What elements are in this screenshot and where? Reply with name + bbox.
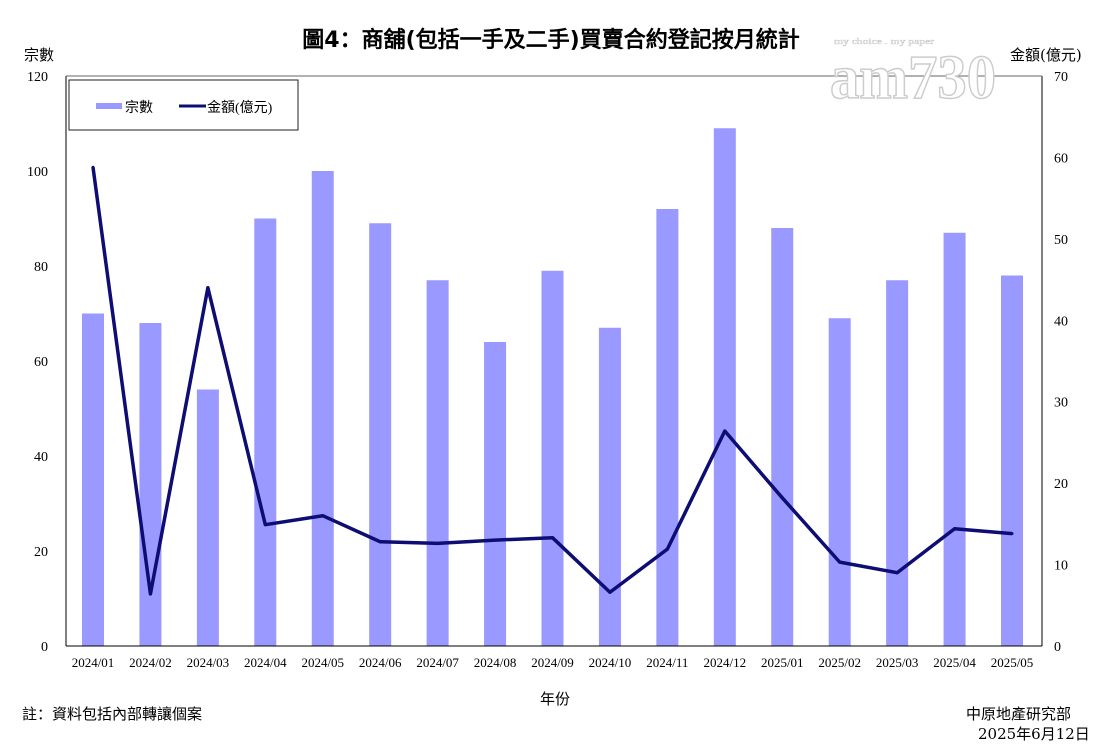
x-axis-label: 年份 [540,690,571,708]
y-tick-right-label: 50 [1054,233,1068,248]
line-point-2024/12 [723,429,727,433]
y-axis-right-label: 金額(億元) [1010,46,1082,64]
y-tick-right-label: 30 [1054,396,1068,411]
y-tick-right-label: 40 [1054,314,1068,329]
x-tick-label: 2025/01 [761,655,804,670]
legend-label-bar: 宗數 [125,100,153,116]
line-point-2024/06 [378,540,382,544]
watermark-logo-text: am730 [830,44,996,102]
line-point-2024/10 [608,590,612,594]
y-tick-left-label: 100 [27,165,48,180]
x-tick-label: 2025/05 [991,655,1034,670]
line-point-2024/01 [91,165,95,169]
x-tick-label: 2024/03 [187,655,230,670]
footnote: 註：資料包括內部轉讓個案 [22,705,203,723]
bar-2024/07 [426,280,449,646]
legend-swatch-bar [96,103,122,109]
y-tick-left-label: 0 [41,640,48,655]
line-point-2025/04 [953,527,957,531]
x-tick-label: 2025/02 [818,655,861,670]
y-axis-left-label: 宗數 [24,46,55,64]
bar-2024/01 [82,313,104,646]
y-tick-left-label: 40 [34,450,48,465]
bar-2025/01 [771,228,794,646]
y-tick-left-label: 80 [34,260,48,275]
bar-2024/06 [369,223,392,646]
legend: 宗數 金額(億元) [68,79,299,131]
y-tick-left-label: 120 [27,70,48,85]
line-point-2024/09 [551,536,554,540]
bar-2025/05 [1001,275,1023,646]
x-tick-label: 2024/01 [72,655,115,670]
x-tick-label: 2024/11 [646,655,688,670]
bar-2024/04 [254,218,277,646]
line-point-2024/07 [436,541,440,545]
line-point-2024/05 [321,514,325,518]
line-point-2025/05 [1010,532,1014,536]
x-tick-label: 2024/07 [416,655,459,670]
x-tick-label: 2024/12 [704,655,747,670]
y-tick-right-label: 20 [1054,477,1068,492]
x-tick-label: 2024/05 [301,655,344,670]
line-point-2024/04 [263,523,267,527]
bar-2025/02 [828,318,851,646]
y-tick-left-label: 60 [34,355,48,370]
line-point-2024/03 [206,286,210,290]
x-tick-label: 2025/03 [876,655,919,670]
y-tick-right-label: 60 [1054,151,1068,166]
x-tick-label: 2024/09 [531,655,574,670]
line-point-2024/02 [148,592,152,596]
bar-2025/04 [943,232,966,646]
line-point-2025/01 [780,496,784,500]
x-tick-label: 2024/08 [474,655,517,670]
bar-2024/10 [598,327,621,646]
line-point-2024/08 [493,538,497,542]
chart-title: 圖4：商舖(包括一手及二手)買賣合約登記按月統計 [302,28,800,53]
bar-2024/03 [196,389,219,646]
x-tick-label: 2024/06 [359,655,402,670]
bar-2024/09 [541,270,564,646]
bar-2024/08 [484,342,507,646]
x-tick-label: 2024/10 [589,655,632,670]
date-label: 2025年6月12日 [978,725,1090,743]
y-tick-right-label: 70 [1054,70,1068,85]
y-tick-right-label: 10 [1054,559,1068,574]
bar-2025/03 [886,280,909,646]
bar-2024/02 [139,323,162,646]
watermark-tagline: my choice . my paper [834,37,934,46]
x-tick-label: 2024/04 [244,655,287,670]
x-tick-label: 2025/04 [933,655,976,670]
am730-watermark-logo: my choice . my paper am730 [829,37,997,102]
line-point-2025/03 [895,571,899,575]
bar-2024/05 [311,171,334,646]
y-tick-right-label: 0 [1054,640,1061,655]
x-tick-label: 2024/02 [129,655,172,670]
line-point-2025/02 [838,560,842,564]
legend-label-line: 金額(億元) [207,100,273,116]
bar-2024/12 [713,128,736,646]
bar-2024/11 [656,209,679,646]
line-point-2024/11 [665,547,669,551]
source-label: 中原地產研究部 [966,705,1072,723]
y-tick-left-label: 20 [34,545,48,560]
